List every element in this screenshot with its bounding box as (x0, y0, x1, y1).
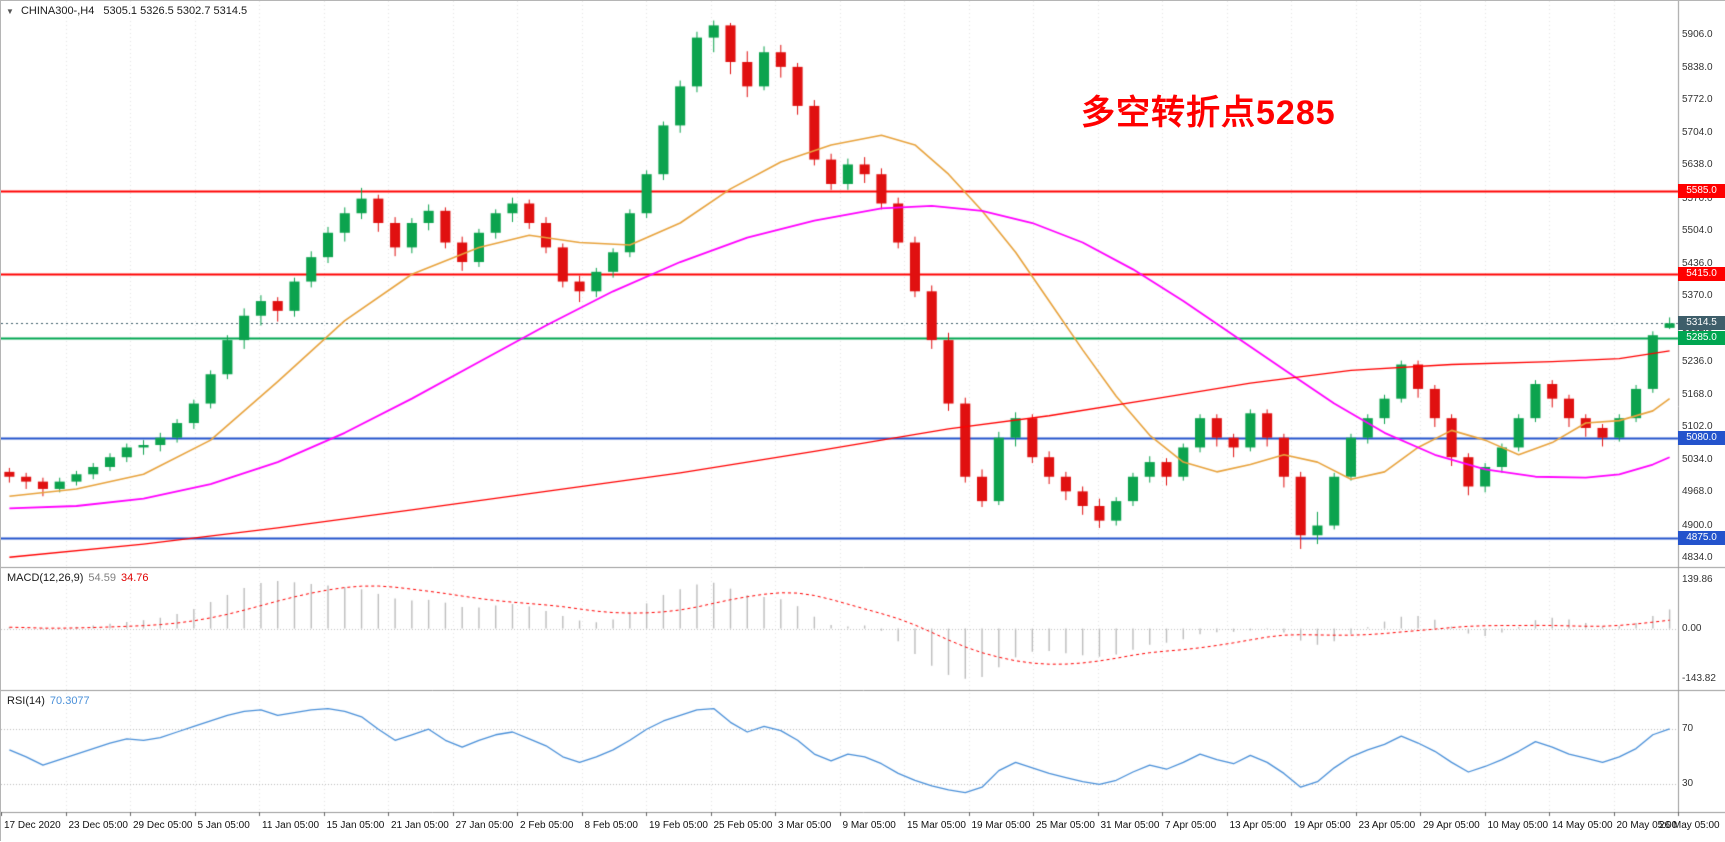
symbol-dropdown-icon[interactable]: ▼ (6, 7, 14, 16)
